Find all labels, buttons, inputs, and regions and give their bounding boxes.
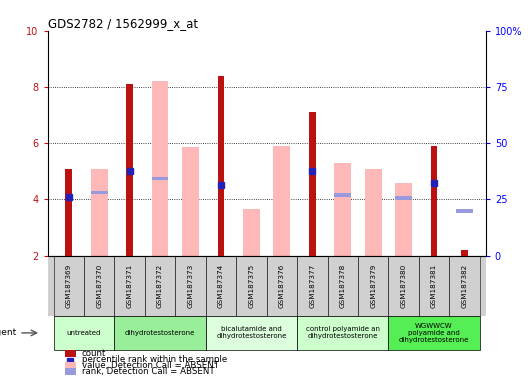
- Bar: [65, 350, 76, 357]
- Bar: [65, 169, 72, 256]
- Text: dihydrotestosterone: dihydrotestosterone: [125, 330, 195, 336]
- Text: value, Detection Call = ABSENT: value, Detection Call = ABSENT: [82, 361, 219, 370]
- Bar: [91, 169, 108, 256]
- Bar: [389, 256, 419, 316]
- Bar: [243, 209, 260, 256]
- Bar: [206, 256, 236, 316]
- Bar: [115, 256, 145, 316]
- Text: GSM187375: GSM187375: [248, 264, 254, 308]
- Text: GSM187373: GSM187373: [187, 264, 194, 308]
- Text: GSM187374: GSM187374: [218, 264, 224, 308]
- Bar: [182, 147, 199, 256]
- Bar: [297, 316, 389, 350]
- Text: GSM187381: GSM187381: [431, 264, 437, 308]
- Bar: [145, 256, 175, 316]
- Bar: [48, 256, 486, 316]
- Bar: [461, 250, 468, 256]
- Text: GSM187370: GSM187370: [96, 264, 102, 308]
- Text: rank, Detection Call = ABSENT: rank, Detection Call = ABSENT: [82, 367, 214, 376]
- Text: WGWWCW
polyamide and
dihydrotestosterone: WGWWCW polyamide and dihydrotestosterone: [399, 323, 469, 343]
- Bar: [456, 209, 473, 213]
- Text: GSM187369: GSM187369: [66, 264, 72, 308]
- Bar: [126, 84, 133, 256]
- Bar: [389, 316, 479, 350]
- Bar: [395, 183, 412, 256]
- Text: GSM187378: GSM187378: [340, 264, 346, 308]
- Bar: [358, 256, 389, 316]
- Bar: [115, 316, 206, 350]
- Bar: [419, 256, 449, 316]
- Bar: [267, 256, 297, 316]
- Bar: [91, 190, 108, 194]
- Text: untreated: untreated: [67, 330, 101, 336]
- Text: GSM187372: GSM187372: [157, 264, 163, 308]
- Text: agent: agent: [0, 328, 17, 338]
- Bar: [65, 362, 76, 369]
- Bar: [65, 368, 76, 375]
- Text: control polyamide an
dihydrotestosterone: control polyamide an dihydrotestosterone: [306, 326, 380, 339]
- Bar: [175, 256, 206, 316]
- Bar: [218, 76, 224, 256]
- Bar: [274, 146, 290, 256]
- Bar: [84, 256, 115, 316]
- Bar: [309, 112, 316, 256]
- Bar: [152, 177, 168, 180]
- Bar: [395, 196, 412, 200]
- Text: percentile rank within the sample: percentile rank within the sample: [82, 355, 227, 364]
- Bar: [54, 316, 115, 350]
- Bar: [236, 256, 267, 316]
- Bar: [327, 256, 358, 316]
- Bar: [334, 194, 351, 197]
- Bar: [297, 256, 327, 316]
- Text: GSM187377: GSM187377: [309, 264, 315, 308]
- Bar: [152, 81, 168, 256]
- Text: count: count: [82, 349, 106, 358]
- Text: GDS2782 / 1562999_x_at: GDS2782 / 1562999_x_at: [48, 17, 197, 30]
- Bar: [334, 163, 351, 256]
- Bar: [206, 316, 297, 350]
- Text: GSM187376: GSM187376: [279, 264, 285, 308]
- Bar: [431, 146, 437, 256]
- Text: GSM187371: GSM187371: [127, 264, 133, 308]
- Bar: [449, 256, 479, 316]
- Text: GSM187382: GSM187382: [461, 264, 467, 308]
- Bar: [54, 256, 84, 316]
- Text: GSM187380: GSM187380: [401, 264, 407, 308]
- Bar: [365, 169, 382, 256]
- Text: GSM187379: GSM187379: [370, 264, 376, 308]
- Text: bicalutamide and
dihydrotestosterone: bicalutamide and dihydrotestosterone: [216, 326, 287, 339]
